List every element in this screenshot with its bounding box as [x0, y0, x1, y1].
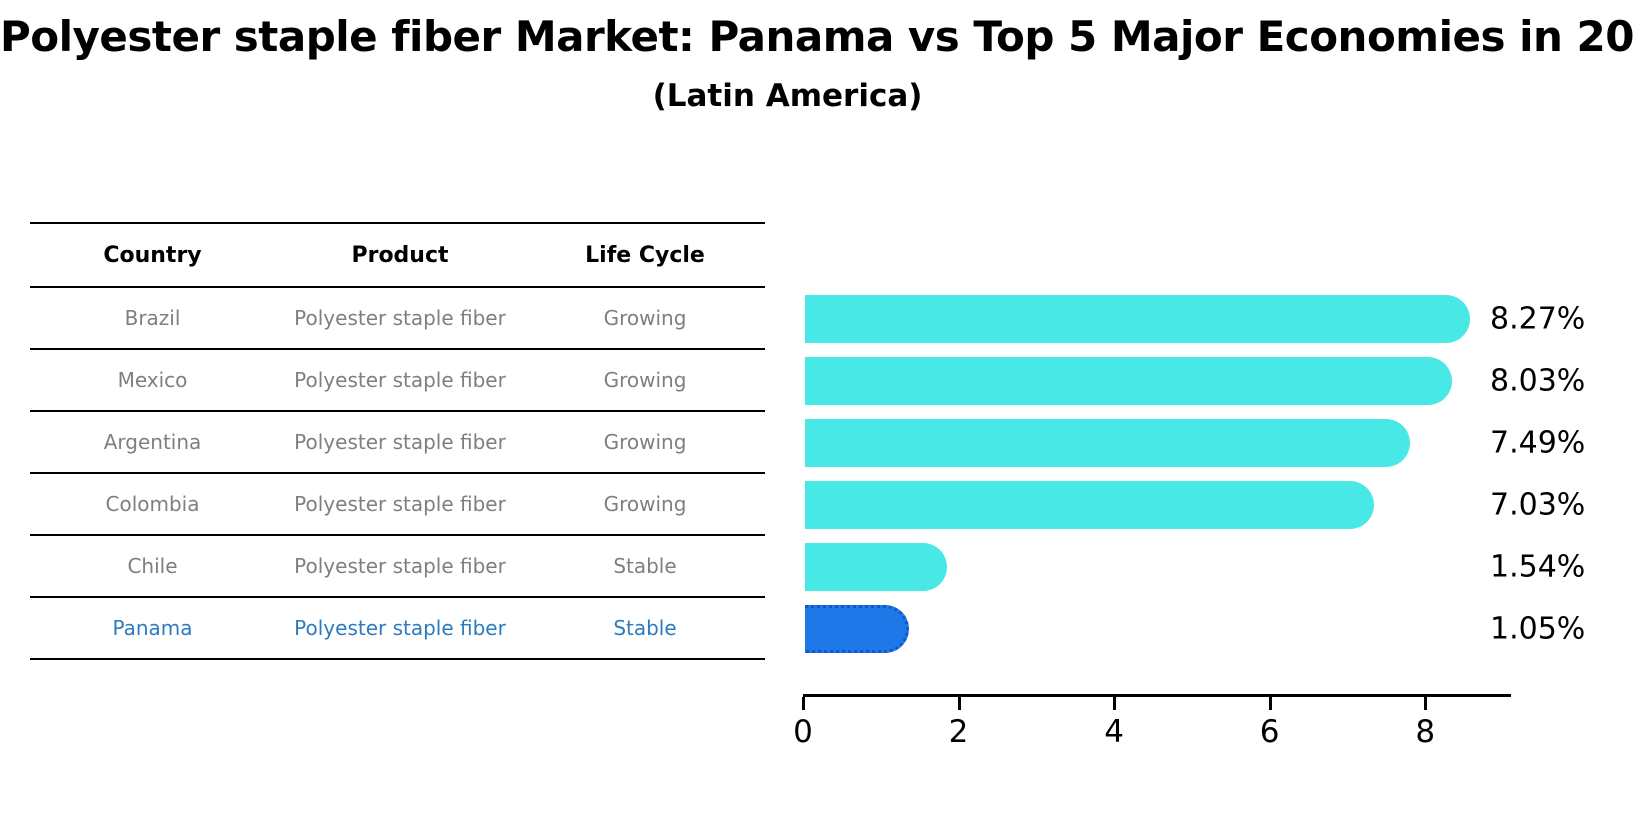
cell-country: Panama: [112, 616, 193, 640]
table-row-cells: Mexico Polyester staple fiber Growing: [30, 350, 765, 412]
column-header-life-cycle: Life Cycle: [585, 242, 705, 268]
table-row-cells: Panama Polyester staple fiber Stable: [30, 598, 765, 660]
cell-life-cycle: Growing: [603, 368, 687, 392]
cell-product: Polyester staple fiber: [294, 368, 506, 392]
cell-life-cycle: Growing: [603, 430, 687, 454]
cell-product: Polyester staple fiber: [294, 616, 506, 640]
cell-product: Polyester staple fiber: [294, 554, 506, 578]
table-row: Panama Polyester staple fiber Stable 1.05%: [30, 598, 1610, 660]
x-axis-tick: [1113, 697, 1117, 710]
x-axis-tick-label: 6: [1259, 714, 1280, 750]
table-header-cells: Country Product Life Cycle: [30, 222, 765, 288]
cell-country: Chile: [127, 554, 178, 578]
table-row: Brazil Polyester staple fiber Growing 8.27%: [30, 288, 1610, 350]
cell-life-cycle: Stable: [613, 616, 677, 640]
bar-brazil: [805, 295, 1470, 343]
bar-value-label: 8.03%: [1490, 363, 1586, 399]
cell-life-cycle: Stable: [613, 554, 677, 578]
table-row: Colombia Polyester staple fiber Growing 7.0…: [30, 474, 1610, 536]
x-axis-tick: [957, 697, 961, 710]
bar-mexico: [805, 357, 1452, 405]
cell-product: Polyester staple fiber: [294, 430, 506, 454]
cell-country: Mexico: [117, 368, 188, 392]
x-axis-tick-label: 0: [793, 714, 813, 750]
table-header-row: Country Product Life Cycle: [30, 222, 1610, 288]
cell-product: Polyester staple fiber: [294, 492, 506, 516]
x-axis-tick-label: 8: [1415, 714, 1436, 750]
bar-value-label: 1.54%: [1490, 549, 1586, 585]
chart-subtitle: (Latin America): [652, 78, 923, 114]
x-axis-tick-label: 4: [1104, 714, 1124, 750]
chart-title: Polyester staple fiber Market: Panama vs…: [0, 12, 1636, 61]
column-header-product: Product: [351, 242, 449, 268]
x-axis-tick-label: 2: [948, 714, 969, 750]
cell-country: Colombia: [105, 492, 200, 516]
cell-product: Polyester staple fiber: [294, 306, 506, 330]
bar-chile: [805, 543, 947, 591]
table-row-cells: Brazil Polyester staple fiber Growing: [30, 288, 765, 350]
cell-country: Argentina: [103, 430, 202, 454]
cell-life-cycle: Growing: [603, 306, 687, 330]
bar-argentina: [805, 419, 1410, 467]
column-header-country: Country: [103, 242, 202, 268]
table-row-cells: Argentina Polyester staple fiber Growing: [30, 412, 765, 474]
bar-value-label: 7.49%: [1490, 425, 1586, 461]
bar-panama: [805, 605, 909, 653]
bar-value-label: 1.05%: [1490, 611, 1586, 647]
bar-colombia: [805, 481, 1374, 529]
cell-country: Brazil: [124, 306, 181, 330]
bar-value-label: 7.03%: [1490, 487, 1586, 523]
x-axis-tick: [1424, 697, 1428, 710]
table-row-cells: Chile Polyester staple fiber Stable: [30, 536, 765, 598]
x-axis-tick: [1268, 697, 1272, 710]
table-and-bars: Country Product Life Cycle Brazil Polyest…: [30, 222, 1610, 660]
x-axis: 0 2 4 6 8: [793, 694, 1511, 750]
table-row: Mexico Polyester staple fiber Growing 8.03%: [30, 350, 1610, 412]
table-row-cells: Colombia Polyester staple fiber Growing: [30, 474, 765, 536]
table-row: Argentina Polyester staple fiber Growing 7.…: [30, 412, 1610, 474]
x-axis-tick: [802, 697, 805, 710]
table-row: Chile Polyester staple fiber Stable 1.54%: [30, 536, 1610, 598]
bar-value-label: 8.27%: [1490, 301, 1586, 337]
cell-life-cycle: Growing: [603, 492, 687, 516]
